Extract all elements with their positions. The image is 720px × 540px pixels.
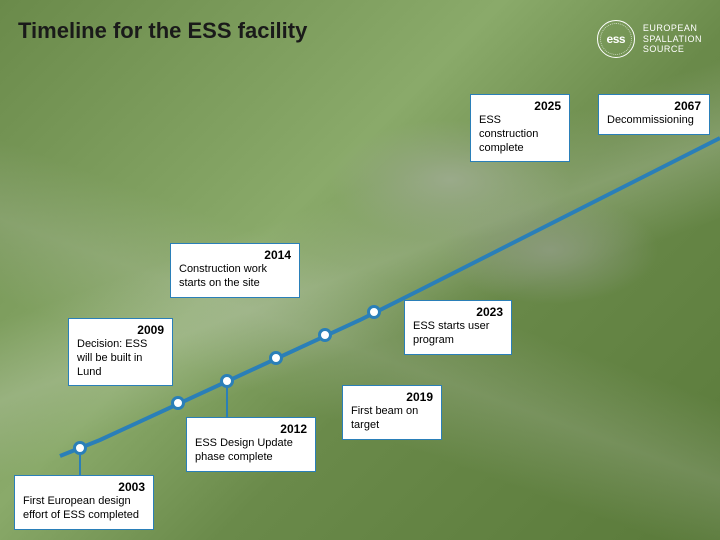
timeline-node <box>318 328 332 342</box>
timeline-node <box>367 305 381 319</box>
milestone-desc: ESS construction complete <box>479 114 561 155</box>
milestone-year: 2012 <box>195 422 307 437</box>
milestone-m2009: 2009Decision: ESS will be built in Lund <box>68 318 173 386</box>
page-title: Timeline for the ESS facility <box>18 18 307 44</box>
milestone-m2023: 2023ESS starts user program <box>404 300 512 355</box>
milestone-m2019: 2019First beam on target <box>342 385 442 440</box>
timeline-node <box>73 441 87 455</box>
timeline-node <box>269 351 283 365</box>
timeline-node <box>171 396 185 410</box>
milestone-year: 2019 <box>351 390 433 405</box>
milestone-desc: ESS starts user program <box>413 320 503 348</box>
milestone-desc: First beam on target <box>351 405 433 433</box>
milestone-year: 2023 <box>413 305 503 320</box>
milestone-m2025: 2025ESS construction complete <box>470 94 570 162</box>
ess-logo-text: EUROPEAN SPALLATION SOURCE <box>643 23 702 55</box>
timeline-node <box>220 374 234 388</box>
milestone-year: 2025 <box>479 99 561 114</box>
milestone-m2014: 2014Construction work starts on the site <box>170 243 300 298</box>
milestone-desc: Construction work starts on the site <box>179 263 291 291</box>
milestone-year: 2003 <box>23 480 145 495</box>
ess-logo: ess EUROPEAN SPALLATION SOURCE <box>597 20 702 58</box>
milestone-desc: First European design effort of ESS comp… <box>23 495 145 523</box>
milestone-m2067: 2067Decommissioning <box>598 94 710 135</box>
milestone-m2012: 2012ESS Design Update phase complete <box>186 417 316 472</box>
milestone-desc: Decision: ESS will be built in Lund <box>77 338 164 379</box>
milestone-year: 2014 <box>179 248 291 263</box>
milestone-m2003: 2003First European design effort of ESS … <box>14 475 154 530</box>
milestone-desc: Decommissioning <box>607 114 701 128</box>
milestone-year: 2067 <box>607 99 701 114</box>
milestone-desc: ESS Design Update phase complete <box>195 437 307 465</box>
background-illustration <box>0 0 720 540</box>
ess-logo-icon: ess <box>597 20 635 58</box>
milestone-year: 2009 <box>77 323 164 338</box>
